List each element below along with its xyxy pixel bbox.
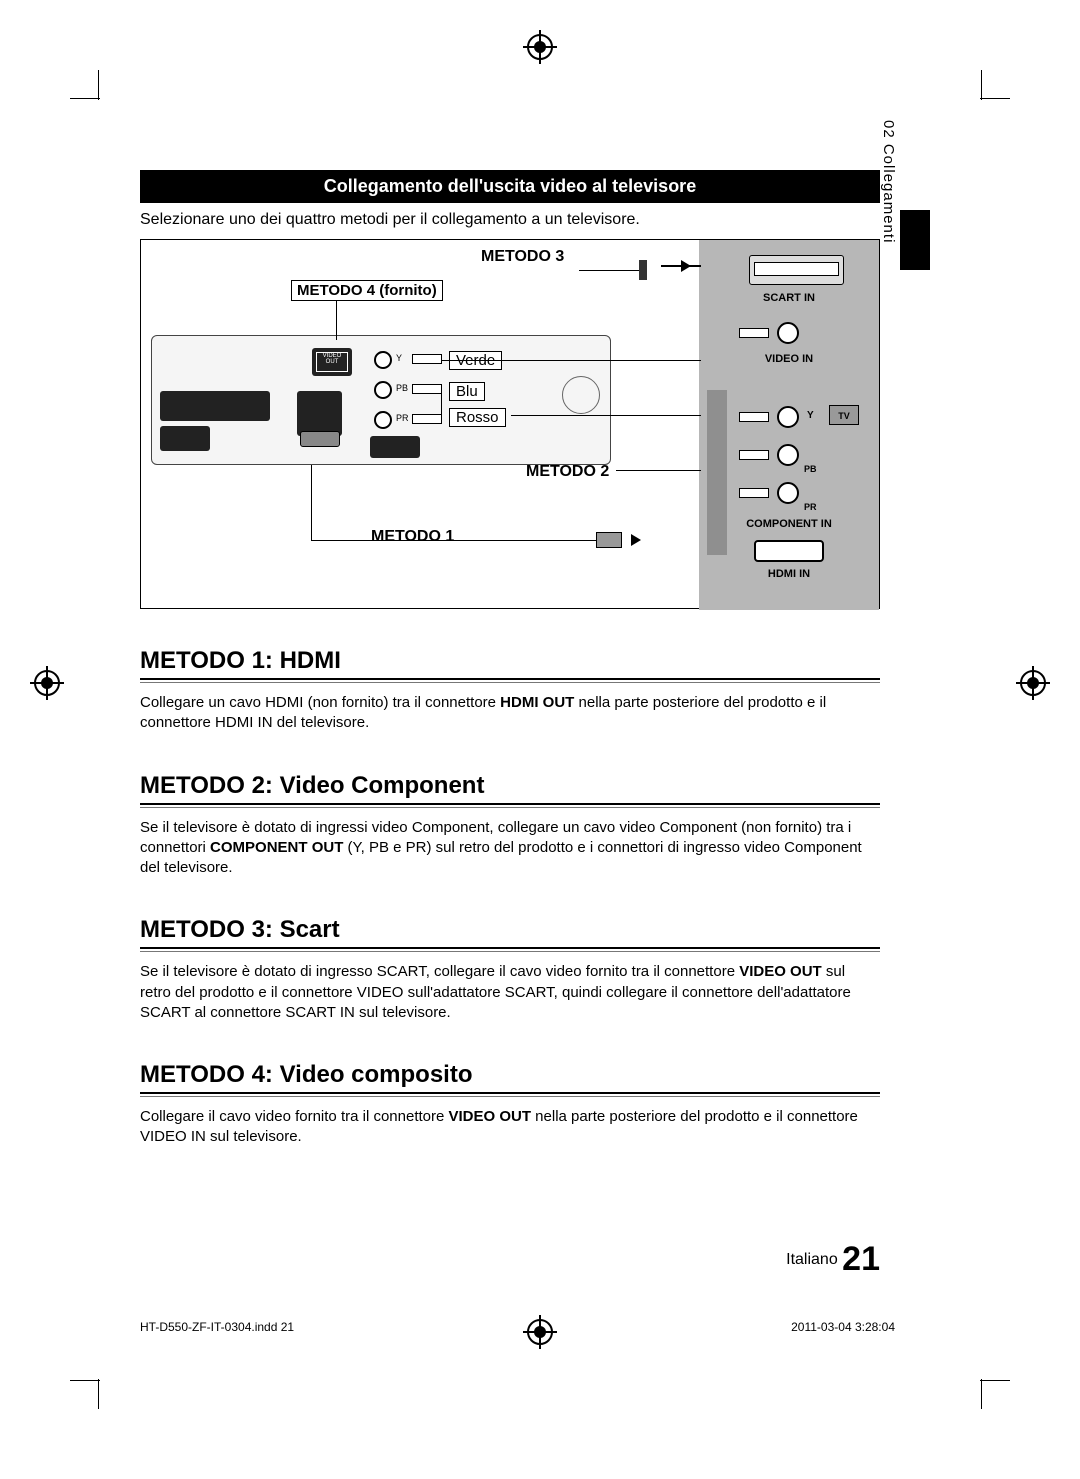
- component-in-label: COMPONENT IN: [699, 518, 879, 530]
- scart-in-label: SCART IN: [699, 292, 879, 304]
- page-footer: Italiano 21: [786, 1240, 880, 1279]
- m4-title: METODO 4: Video composito: [140, 1061, 880, 1089]
- pb-label: PB: [804, 464, 817, 474]
- m2-body: Se il televisore è dotato di ingressi vi…: [140, 818, 880, 879]
- intro-text: Selezionare uno dei quattro metodi per i…: [140, 211, 880, 229]
- metodo1-label: METODO 1: [371, 528, 454, 546]
- section-tab: 02 Collegamenti: [880, 120, 900, 290]
- reg-mark-left: [30, 666, 64, 700]
- blu-label: Blu: [449, 382, 485, 401]
- video-in-label: VIDEO IN: [699, 353, 879, 365]
- metodo4-label: METODO 4 (fornito): [291, 280, 443, 301]
- metodo3-label: METODO 3: [481, 248, 564, 266]
- section-tab-text: 02 Collegamenti: [880, 120, 897, 243]
- tv-label: TV: [829, 405, 859, 425]
- metodo2-label: METODO 2: [526, 463, 609, 481]
- m3-body: Se il televisore è dotato di ingresso SC…: [140, 962, 880, 1023]
- pr-label: PR: [804, 502, 817, 512]
- tv-panel: SCART IN VIDEO IN Y TV PB PR COMPONENT I…: [699, 240, 879, 610]
- connection-diagram: SCART IN VIDEO IN Y TV PB PR COMPONENT I…: [140, 239, 880, 609]
- reg-mark-bottom: [523, 1315, 557, 1349]
- device-rear: VIDEO OUT Y PB PR: [151, 335, 611, 465]
- footer-lang: Italiano: [786, 1251, 838, 1268]
- rosso-label: Rosso: [449, 408, 506, 427]
- section-header: Collegamento dell'uscita video al televi…: [140, 170, 880, 203]
- side-black-tab: [900, 210, 930, 270]
- m1-body: Collegare un cavo HDMI (non fornito) tra…: [140, 693, 880, 734]
- m3-title: METODO 3: Scart: [140, 916, 880, 944]
- m4-body: Collegare il cavo video fornito tra il c…: [140, 1107, 880, 1148]
- hdmi-in-label: HDMI IN: [699, 568, 879, 580]
- timestamp: 2011-03-04 3:28:04: [791, 1320, 895, 1334]
- page-number: 21: [842, 1240, 880, 1278]
- y-label: Y: [807, 410, 814, 421]
- reg-mark-right: [1016, 666, 1050, 700]
- m1-title: METODO 1: HDMI: [140, 647, 880, 675]
- reg-mark-top: [523, 30, 557, 64]
- m2-title: METODO 2: Video Component: [140, 772, 880, 800]
- indd-filename: HT-D550-ZF-IT-0304.indd 21: [140, 1320, 294, 1334]
